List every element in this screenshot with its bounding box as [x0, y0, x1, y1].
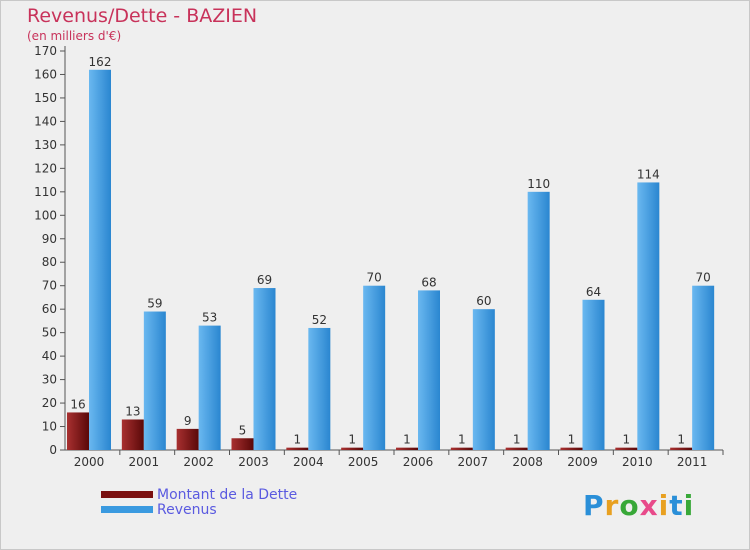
y-tick-label: 100 — [34, 208, 57, 222]
chart-subtitle: (en milliers d'€) — [27, 29, 122, 43]
y-tick-label: 0 — [49, 443, 57, 457]
bar-revenus — [418, 290, 440, 450]
bar-revenus — [527, 191, 550, 450]
data-label-dette: 1 — [294, 433, 302, 447]
bar-dette — [505, 447, 528, 450]
bar-revenus — [363, 285, 386, 450]
logo-letter: i — [658, 489, 670, 522]
bar-dette — [286, 447, 309, 450]
bar-revenus — [253, 288, 276, 450]
legend-label-revenus: Revenus — [157, 501, 217, 518]
x-tick-label: 2002 — [183, 455, 214, 469]
bar-dette — [231, 438, 254, 450]
data-label-dette: 5 — [239, 423, 247, 437]
legend-label-dette: Montant de la Dette — [157, 486, 298, 503]
data-label-revenus: 69 — [257, 273, 272, 287]
x-tick-label: 2010 — [622, 455, 653, 469]
x-tick-label: 2000 — [74, 455, 105, 469]
data-label-dette: 1 — [568, 433, 576, 447]
bar-revenus — [89, 69, 111, 450]
x-tick-label: 2008 — [512, 455, 543, 469]
y-tick-label: 40 — [42, 349, 57, 363]
legend-item-dette: Montant de la Dette — [101, 486, 298, 503]
data-label-revenus: 60 — [476, 294, 491, 308]
logo-letter: o — [619, 489, 640, 522]
bar-revenus — [582, 299, 605, 450]
bar-dette — [396, 447, 418, 450]
logo-letter: P — [583, 489, 605, 522]
bar-dette — [67, 412, 89, 450]
x-tick-label: 2004 — [293, 455, 324, 469]
data-label-dette: 1 — [403, 433, 411, 447]
x-tick-label: 2001 — [129, 455, 160, 469]
data-label-revenus: 59 — [147, 297, 162, 311]
data-label-revenus: 52 — [312, 313, 327, 327]
legend-swatch-dette — [101, 491, 153, 498]
y-tick-label: 20 — [42, 396, 57, 410]
bar-dette — [450, 447, 473, 450]
data-label-dette: 1 — [623, 433, 631, 447]
bar-revenus — [308, 327, 331, 450]
y-tick-label: 50 — [42, 326, 57, 340]
bar-revenus — [637, 182, 660, 450]
data-label-revenus: 53 — [202, 311, 217, 325]
legend-item-revenus: Revenus — [101, 501, 297, 518]
x-tick-label: 2011 — [677, 455, 708, 469]
data-label-dette: 1 — [677, 433, 685, 447]
data-label-dette: 13 — [125, 404, 140, 418]
data-label-dette: 9 — [184, 414, 192, 428]
data-label-revenus: 70 — [696, 271, 711, 285]
y-tick-label: 130 — [34, 138, 57, 152]
data-label-revenus: 110 — [527, 177, 550, 191]
data-label-dette: 1 — [348, 433, 356, 447]
bar-revenus — [692, 285, 715, 450]
logo-letter: x — [639, 489, 659, 522]
data-label-revenus: 162 — [89, 55, 112, 69]
bar-dette — [615, 447, 638, 450]
bar-revenus — [143, 311, 166, 450]
logo-letter: r — [604, 489, 620, 522]
data-label-dette: 1 — [458, 433, 466, 447]
bar-dette — [670, 447, 693, 450]
legend: Montant de la Dette Revenus — [101, 486, 298, 518]
x-tick-label: 2009 — [567, 455, 598, 469]
y-tick-label: 110 — [34, 185, 57, 199]
legend-swatch-revenus — [101, 506, 153, 513]
data-label-revenus: 70 — [367, 271, 382, 285]
logo-letter: i — [683, 489, 695, 522]
y-tick-label: 70 — [42, 279, 57, 293]
y-tick-label: 160 — [34, 67, 57, 81]
bar-revenus — [472, 309, 495, 450]
bar-dette — [341, 447, 364, 450]
logo-letter: t — [669, 489, 684, 522]
data-label-revenus: 68 — [421, 275, 436, 289]
data-label-dette: 16 — [70, 397, 85, 411]
bar-revenus — [198, 325, 221, 450]
y-tick-label: 30 — [42, 373, 57, 387]
bar-dette — [560, 447, 583, 450]
data-label-dette: 1 — [513, 433, 521, 447]
y-tick-label: 170 — [34, 44, 57, 58]
x-tick-label: 2007 — [458, 455, 489, 469]
y-tick-label: 120 — [34, 161, 57, 175]
x-tick-label: 2005 — [348, 455, 379, 469]
chart-title: Revenus/Dette - BAZIEN — [27, 5, 258, 27]
data-label-revenus: 64 — [586, 285, 601, 299]
y-tick-label: 80 — [42, 255, 57, 269]
bar-dette — [121, 419, 144, 450]
y-tick-label: 140 — [34, 114, 57, 128]
y-tick-label: 150 — [34, 91, 57, 105]
x-tick-label: 2003 — [238, 455, 269, 469]
bar-dette — [176, 428, 199, 450]
y-tick-label: 90 — [42, 232, 57, 246]
x-tick-label: 2006 — [403, 455, 434, 469]
y-tick-label: 60 — [42, 302, 57, 316]
y-tick-label: 10 — [42, 420, 57, 434]
proxiti-logo: Proxiti — [583, 489, 694, 522]
data-label-revenus: 114 — [637, 167, 660, 181]
